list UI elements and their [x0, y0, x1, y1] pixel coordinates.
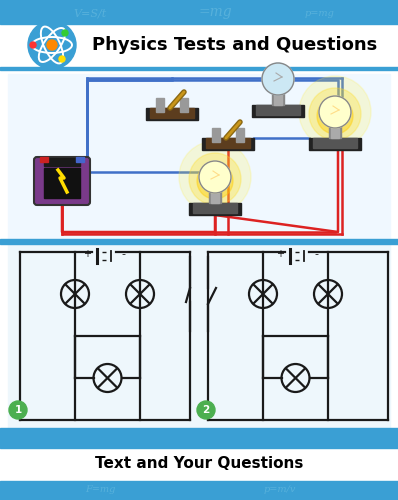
Circle shape — [262, 63, 294, 95]
Text: -: - — [121, 249, 125, 259]
Bar — [0, 445, 398, 448]
Bar — [256, 105, 300, 115]
Text: F=mg: F=mg — [85, 486, 115, 494]
Bar — [272, 91, 284, 105]
Bar — [202, 138, 254, 150]
Circle shape — [47, 40, 57, 50]
Text: 2: 2 — [202, 405, 210, 415]
Text: 1: 1 — [14, 405, 21, 415]
Bar — [0, 481, 398, 484]
Bar — [180, 98, 188, 112]
Text: +: + — [276, 249, 284, 259]
Bar — [0, 446, 398, 482]
Bar — [309, 138, 361, 150]
Circle shape — [319, 96, 351, 128]
Text: =mg: =mg — [198, 5, 232, 19]
Bar — [8, 74, 390, 239]
Bar — [236, 128, 244, 142]
Text: Text and Your Questions: Text and Your Questions — [95, 456, 303, 471]
Circle shape — [30, 42, 36, 48]
Bar — [0, 432, 398, 500]
Bar — [40, 157, 48, 162]
Circle shape — [28, 21, 76, 69]
Bar — [8, 242, 390, 430]
Circle shape — [189, 153, 241, 205]
Bar — [189, 203, 241, 215]
Circle shape — [309, 88, 361, 140]
Circle shape — [299, 76, 371, 148]
Bar — [0, 67, 398, 70]
Circle shape — [199, 161, 231, 193]
Bar — [0, 22, 398, 68]
Circle shape — [317, 98, 353, 134]
Bar — [212, 128, 220, 142]
Bar — [76, 157, 84, 162]
Circle shape — [197, 163, 233, 199]
Circle shape — [179, 141, 251, 213]
Text: p=mg: p=mg — [305, 10, 335, 18]
Circle shape — [59, 56, 65, 62]
Circle shape — [62, 30, 68, 36]
Bar — [0, 70, 398, 432]
Circle shape — [197, 401, 215, 419]
Bar — [0, 239, 398, 244]
Bar — [209, 189, 221, 203]
Text: -: - — [314, 249, 318, 259]
Bar — [331, 124, 339, 138]
Text: Physics Tests and Questions: Physics Tests and Questions — [92, 36, 378, 54]
FancyBboxPatch shape — [34, 157, 90, 205]
Bar — [146, 108, 198, 120]
Bar — [0, 20, 398, 24]
Bar — [44, 168, 80, 198]
Text: p=m/v: p=m/v — [264, 486, 296, 494]
Text: V=S/t: V=S/t — [73, 8, 107, 18]
Bar — [274, 91, 282, 105]
Bar — [329, 124, 341, 138]
Bar — [0, 428, 398, 432]
Circle shape — [9, 401, 27, 419]
Bar — [150, 108, 194, 118]
Text: +: + — [83, 249, 91, 259]
Bar — [44, 158, 80, 166]
Bar — [156, 98, 164, 112]
Bar — [206, 138, 250, 148]
Bar — [252, 105, 304, 117]
Bar — [313, 138, 357, 148]
Bar — [211, 189, 219, 203]
Bar — [193, 203, 237, 213]
